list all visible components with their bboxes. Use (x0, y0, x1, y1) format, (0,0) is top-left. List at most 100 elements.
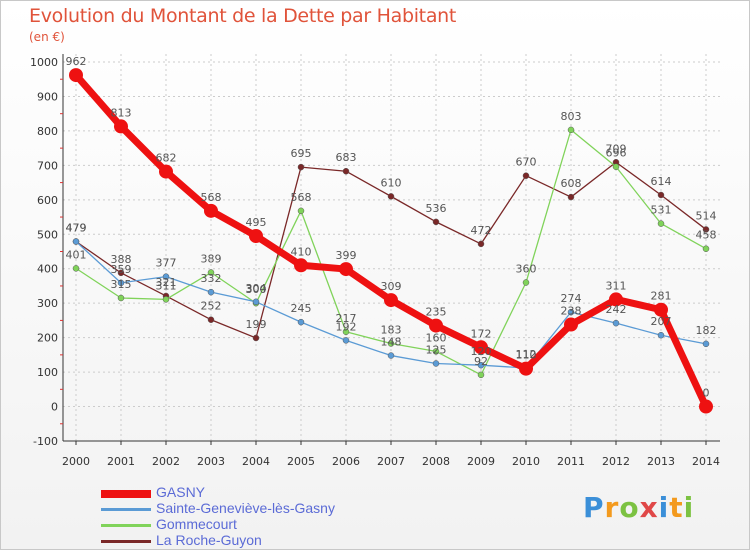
y-tick-label: 900 (37, 90, 58, 103)
data-point (432, 360, 440, 367)
y-tick-label: 1000 (30, 56, 58, 69)
data-label: 311 (606, 279, 627, 292)
data-label: 148 (381, 336, 402, 349)
data-label: 410 (291, 245, 312, 258)
data-point (564, 317, 578, 332)
data-point (342, 167, 350, 175)
data-label: 281 (651, 290, 672, 303)
data-label: 242 (606, 303, 627, 316)
data-point (657, 220, 665, 227)
x-tick-label: 2013 (647, 455, 675, 468)
legend-label: Gommecourt (156, 516, 237, 532)
data-point (294, 258, 308, 273)
data-point (162, 273, 170, 280)
data-point (387, 340, 395, 347)
legend-swatch (101, 524, 151, 527)
brand-letter: r (604, 491, 620, 524)
brand-letter: i (683, 491, 695, 524)
data-label: 608 (561, 177, 582, 190)
x-tick-label: 2003 (197, 455, 225, 468)
data-label: 479 (66, 222, 87, 235)
data-label: 803 (561, 110, 582, 123)
data-label: 252 (201, 300, 222, 313)
data-label: 311 (156, 279, 177, 292)
x-tick-label: 2002 (152, 455, 180, 468)
data-label: 360 (516, 263, 537, 276)
data-label: 472 (471, 224, 492, 237)
data-point (252, 334, 260, 342)
x-tick-label: 2000 (62, 455, 90, 468)
y-tick-label: 300 (37, 297, 58, 310)
x-tick-label: 2011 (557, 455, 585, 468)
axis-layer: -100 0 100 200 300 400 500 600 700 800 900 1000 2000… (30, 54, 720, 468)
data-label: 377 (156, 257, 177, 270)
grid-layer (63, 54, 720, 442)
chart-unit: (en €) (29, 30, 65, 44)
data-point (477, 371, 485, 379)
brand-letter: i (658, 491, 670, 524)
y-tick-label: 200 (37, 332, 58, 345)
data-point (612, 319, 620, 327)
data-label: 172 (471, 327, 492, 340)
data-point (429, 318, 443, 333)
brand-letter: P (583, 491, 605, 524)
data-point (522, 172, 530, 179)
data-label: 0 (703, 387, 710, 400)
y-tick-label: 400 (37, 263, 58, 276)
data-label: 309 (381, 280, 402, 293)
data-point (342, 337, 350, 344)
data-label: 183 (381, 323, 402, 336)
data-label: 683 (336, 151, 357, 164)
data-label: 315 (111, 278, 132, 291)
y-tick-label: 700 (37, 159, 58, 172)
data-label: 332 (201, 272, 222, 285)
data-label: 458 (696, 229, 717, 242)
data-point (567, 126, 575, 134)
y-tick-label: 0 (51, 401, 58, 414)
data-label: 300 (246, 283, 267, 296)
data-label: 682 (156, 152, 177, 165)
series-layer (69, 68, 713, 414)
data-label: 238 (561, 305, 582, 318)
data-label: 120 (471, 345, 492, 358)
x-tick-label: 2004 (242, 455, 270, 468)
data-label: 182 (696, 324, 717, 337)
data-point (657, 191, 665, 199)
data-point (702, 245, 710, 252)
x-tick-label: 2012 (602, 455, 630, 468)
data-point (342, 328, 350, 336)
data-point (117, 279, 125, 287)
data-point (657, 331, 665, 339)
data-label: 217 (336, 312, 357, 325)
data-label: 125 (426, 343, 447, 356)
data-point (207, 288, 215, 296)
x-tick-label: 2001 (107, 455, 135, 468)
data-label: 235 (426, 306, 447, 319)
legend-label: Sainte-Geneviève-lès-Gasny (156, 500, 335, 516)
x-tick-label: 2014 (692, 455, 720, 468)
y-tick-label: 500 (37, 228, 58, 241)
data-label: 304 (246, 282, 267, 295)
data-label: 479 (66, 222, 87, 235)
data-label: 514 (696, 209, 717, 222)
data-point (477, 240, 485, 248)
data-label: 192 (336, 320, 357, 333)
data-point (432, 218, 440, 226)
data-point (519, 361, 533, 376)
x-tick-label: 2010 (512, 455, 540, 468)
data-point (474, 340, 488, 355)
data-label: 401 (66, 248, 87, 261)
y-tick-label: -100 (33, 435, 58, 448)
data-label: 495 (246, 216, 267, 229)
data-label: 245 (291, 302, 312, 315)
data-label: 321 (156, 276, 177, 289)
brand-letter: o (619, 491, 640, 524)
data-point (297, 318, 305, 326)
data-label: 568 (291, 191, 312, 204)
data-point (117, 269, 125, 277)
chart-title: Evolution du Montant de la Dette par Hab… (29, 5, 457, 27)
x-tick-label: 2007 (377, 455, 405, 468)
data-point (699, 399, 713, 414)
